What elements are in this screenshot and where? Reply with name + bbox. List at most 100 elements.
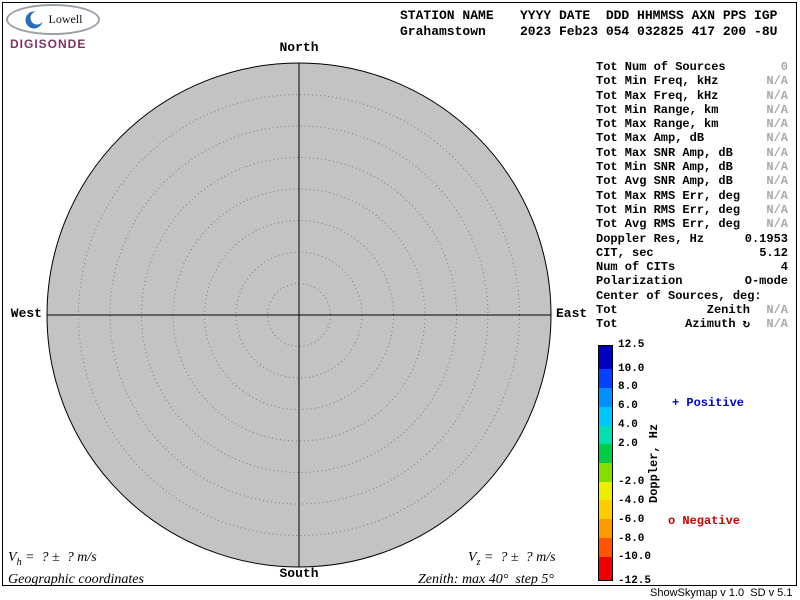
stat-value: O-mode — [744, 274, 788, 289]
stat-label: Tot Num of Sources — [596, 60, 726, 74]
stat-value: 0.1953 — [744, 231, 788, 246]
stat-label: Tot Max Range, km — [596, 117, 719, 132]
stat-label: Num of CITs — [596, 260, 676, 275]
compass-north-label: North — [279, 40, 319, 55]
stat-label: Tot Avg RMS Err, deg — [596, 217, 741, 232]
lowell-digisonde-logo: Lowell DIGISONDE — [6, 4, 116, 51]
vh-symbol: V — [8, 550, 17, 565]
stat-label: Center of Sources, deg: — [596, 288, 762, 303]
stat-row: Tot Azimuth ↻ N/A — [596, 317, 788, 331]
compass-south-label: South — [279, 566, 319, 581]
colorbar-band — [599, 425, 612, 445]
stat-label: Tot Min Freq, kHz — [596, 74, 719, 89]
stat-row: Tot Num of Sources 0 — [596, 60, 788, 74]
skymap-plot — [46, 62, 552, 568]
stat-label: Tot — [596, 317, 618, 332]
logo-lowell-text: Lowell — [48, 12, 83, 26]
stat-value: N/A — [766, 117, 788, 132]
stat-value: N/A — [766, 303, 788, 318]
colorbar-band — [599, 556, 612, 580]
stat-row: Polarization O-mode — [596, 274, 788, 288]
stat-value: N/A — [766, 202, 788, 217]
stat-value: N/A — [766, 317, 788, 332]
colorbar-band — [599, 369, 612, 389]
stat-sublabel: Azimuth ↻ — [685, 317, 750, 332]
app-version-label: ShowSkymap v 1.0 SD v 5.1 — [650, 587, 793, 599]
stat-row: Tot Max RMS Err, deg N/A — [596, 189, 788, 203]
stat-value: N/A — [766, 174, 788, 189]
colorbar-tick-label: -10.0 — [618, 551, 652, 564]
stat-value: N/A — [766, 88, 788, 103]
vh-subscript: h — [16, 556, 22, 568]
stat-row: Tot Avg SNR Amp, dB N/A — [596, 174, 788, 188]
colorbar-ticks: 12.5 10.0 8.0 6.0 4.0 2.0 -2.0 -4.0 -6.0 -8.0 -10.… — [618, 339, 660, 587]
stat-label: Tot Min RMS Err, deg — [596, 202, 741, 217]
colorbar-tick-label: -8.0 — [618, 532, 645, 545]
stat-row: CIT, sec 5.12 — [596, 246, 788, 260]
colorbar-title: Doppler, Hz — [647, 423, 661, 503]
stat-label: Tot Max Freq, kHz — [596, 88, 719, 103]
colorbar-band — [599, 444, 612, 463]
stat-label: Tot Max RMS Err, deg — [596, 188, 741, 203]
compass-east-label: East — [556, 306, 588, 321]
stat-row: Tot Max SNR Amp, dB N/A — [596, 146, 788, 160]
vh-value: = ? ± ? m/s — [21, 550, 97, 565]
stat-value: N/A — [766, 188, 788, 203]
stat-value: 5.12 — [759, 245, 788, 260]
doppler-colorbar — [598, 345, 613, 581]
vz-symbol: V — [468, 550, 477, 565]
stat-row: Tot Max Range, km N/A — [596, 117, 788, 131]
vertical-velocity-label: Vz = ? ± ? m/s — [468, 550, 556, 568]
stat-row: Num of CITs 4 — [596, 260, 788, 274]
positive-legend: + Positive — [672, 396, 745, 410]
station-name-label: STATION NAME — [400, 8, 494, 23]
stat-row: Doppler Res, Hz 0.1953 — [596, 232, 788, 246]
stat-label: Tot — [596, 303, 618, 318]
colorbar-tick-label: 10.0 — [618, 362, 645, 375]
colorbar-tick-label: -12.5 — [618, 575, 652, 587]
stat-row: Tot Min Freq, kHz N/A — [596, 74, 788, 88]
stat-label: CIT, sec — [596, 245, 654, 260]
colorbar-tick-label: 8.0 — [618, 381, 638, 394]
zenith-range-label: Zenith: max 40° step 5° — [418, 572, 555, 587]
header-fields-value: 2023 Feb23 054 032825 417 200 -8U — [520, 24, 778, 39]
lowell-swoosh-icon — [25, 11, 43, 28]
stat-value: 0 — [780, 60, 788, 74]
stat-value: N/A — [766, 102, 788, 117]
stat-label: Tot Avg SNR Amp, dB — [596, 174, 733, 189]
colorbar-tick-label: 4.0 — [618, 419, 638, 432]
stat-value: N/A — [766, 160, 788, 175]
stat-value: 4 — [780, 260, 788, 275]
colorbar-band — [599, 519, 612, 538]
stat-row: Tot Max Amp, dB N/A — [596, 131, 788, 145]
header-fields-label: YYYY DATE DDD HHMMSS AXN PPS IGP — [520, 8, 778, 23]
colorbar-tick-label: 6.0 — [618, 400, 638, 413]
stats-panel: Tot Num of Sources 0 Tot Min Freq, kHz N/A T… — [596, 60, 788, 332]
logo-digisonde-text: DIGISONDE — [10, 37, 87, 51]
stat-value: N/A — [766, 145, 788, 160]
compass-west-label: West — [10, 306, 42, 321]
colorbar-band — [599, 462, 612, 482]
vz-value: = ? ± ? m/s — [480, 550, 556, 565]
negative-legend: o Negative — [668, 514, 741, 528]
colorbar-tick-label: 12.5 — [618, 339, 645, 351]
colorbar-band — [599, 500, 612, 520]
stat-label: Doppler Res, Hz — [596, 231, 705, 246]
stat-label: Tot Max SNR Amp, dB — [596, 145, 733, 160]
colorbar-tick-label: 2.0 — [618, 438, 638, 451]
stat-row: Tot Max Freq, kHz N/A — [596, 89, 788, 103]
stat-row: Tot Min Range, km N/A — [596, 103, 788, 117]
coordinates-mode-label: Geographic coordinates — [8, 572, 144, 587]
stat-value: N/A — [766, 131, 788, 146]
colorbar-band — [599, 537, 612, 557]
vz-subscript: z — [476, 556, 481, 568]
logo-oval: Lowell — [6, 4, 100, 35]
stat-label: Polarization — [596, 274, 683, 289]
colorbar-band — [599, 346, 612, 370]
stat-row: Tot Zenith N/A — [596, 303, 788, 317]
stat-label: Tot Min Range, km — [596, 102, 719, 117]
colorbar-band — [599, 481, 612, 501]
stat-row: Tot Min SNR Amp, dB N/A — [596, 160, 788, 174]
stat-row: Center of Sources, deg: — [596, 289, 788, 303]
